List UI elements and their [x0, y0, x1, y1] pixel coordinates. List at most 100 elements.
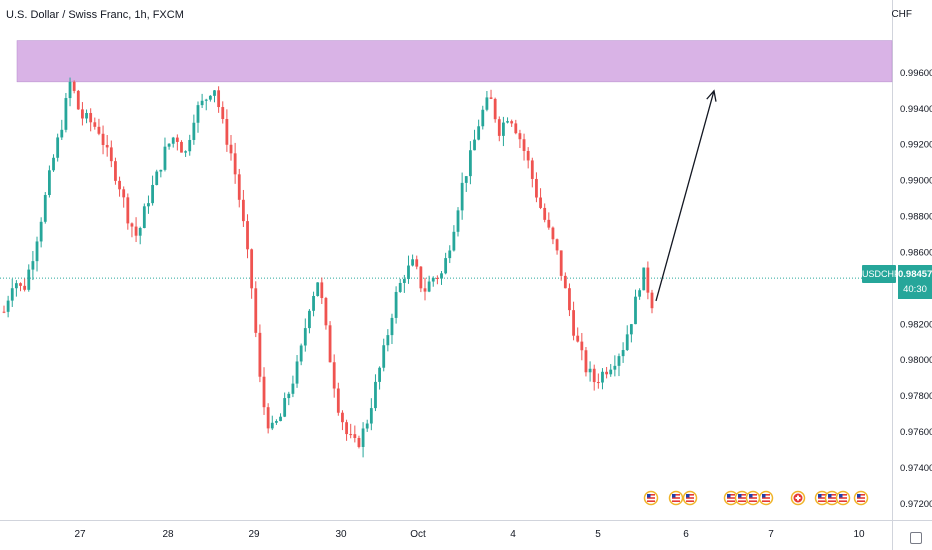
- candle-body: [27, 269, 31, 290]
- x-tick-label: 10: [853, 529, 865, 540]
- candle-body: [72, 81, 76, 91]
- candle-body: [221, 107, 225, 120]
- candle-body: [175, 137, 179, 142]
- symbol-badge: USDCHF: [862, 265, 900, 283]
- candle-body: [35, 241, 39, 262]
- us-flag-stripe: [857, 497, 865, 499]
- candle-body: [192, 122, 196, 140]
- x-tick-label: 30: [335, 529, 347, 540]
- us-flag-stripe: [727, 500, 735, 502]
- candle-body: [101, 133, 105, 145]
- us-flag-stripe: [857, 494, 865, 496]
- candle-body: [250, 249, 254, 289]
- y-tick-label: 0.97200: [900, 499, 932, 510]
- candle-body: [283, 398, 287, 417]
- us-flag-stripe: [727, 494, 735, 496]
- candle-body: [138, 228, 142, 236]
- candle-body: [588, 368, 592, 373]
- y-tick-label: 0.99400: [900, 104, 932, 115]
- candle-body: [109, 147, 113, 162]
- candle-body: [266, 407, 270, 429]
- us-flag-stripe: [749, 497, 757, 499]
- candle-body: [572, 310, 575, 336]
- candle-body: [332, 362, 336, 389]
- last-price-value: 0.98457: [898, 269, 932, 280]
- candle-body: [423, 288, 427, 292]
- us-flag-canton: [749, 494, 753, 498]
- projection-arrowhead: [706, 89, 717, 102]
- us-flag-stripe: [672, 500, 680, 502]
- bar-countdown: 40:30: [903, 284, 927, 295]
- candle-body: [481, 109, 485, 127]
- us-flag-stripe: [839, 497, 847, 499]
- candle-body: [324, 298, 328, 326]
- us-flag-stripe: [749, 494, 757, 496]
- candle-body: [365, 423, 369, 429]
- candle-body: [114, 161, 117, 181]
- candle-body: [407, 265, 410, 280]
- candle-body: [312, 295, 315, 311]
- us-flag-stripe: [762, 494, 770, 496]
- candle-body: [64, 98, 68, 130]
- us-flag-stripe: [686, 500, 694, 502]
- x-tick-label: 28: [162, 529, 174, 540]
- us-flag-stripe: [818, 497, 826, 499]
- us-flag-canton: [828, 494, 832, 498]
- y-tick-label: 0.98600: [900, 247, 932, 258]
- candle-body: [254, 288, 258, 333]
- us-flag-canton: [647, 494, 651, 498]
- candle-body: [225, 119, 229, 145]
- y-tick-label: 0.99000: [900, 176, 932, 187]
- us-flag-stripe: [762, 500, 770, 502]
- candle-body: [167, 143, 171, 147]
- candle-body: [514, 123, 518, 134]
- candle-body: [159, 169, 163, 172]
- ch-flag-cross-v: [797, 495, 799, 501]
- candle-body: [629, 324, 633, 335]
- candle-body: [155, 171, 159, 185]
- y-tick-label: 0.98200: [900, 319, 932, 330]
- candle-body: [621, 350, 625, 357]
- candle-body: [97, 126, 101, 134]
- candle-body: [477, 126, 481, 140]
- us-flag-stripe: [749, 500, 757, 502]
- candle-body: [382, 345, 386, 368]
- candle-body: [592, 368, 596, 383]
- candle-body: [6, 300, 10, 312]
- candle-body: [518, 133, 522, 140]
- candle-body: [188, 139, 192, 152]
- candle-body: [213, 90, 216, 96]
- us-flag-stripe: [672, 497, 680, 499]
- candle-body: [596, 382, 600, 384]
- candle-body: [543, 207, 547, 220]
- candle-body: [613, 365, 617, 370]
- us-flag-canton: [762, 494, 766, 498]
- candle-body: [233, 153, 237, 175]
- candle-body: [295, 361, 299, 384]
- candle-body: [468, 150, 472, 177]
- candle-body: [81, 109, 84, 119]
- candle-body: [568, 288, 571, 311]
- settings-icon[interactable]: [910, 532, 922, 544]
- candle-body: [650, 292, 654, 309]
- candle-body: [547, 219, 551, 228]
- candle-body: [39, 221, 43, 242]
- us-flag-stripe: [818, 494, 826, 496]
- candle-body: [555, 239, 559, 251]
- candle-body: [419, 266, 423, 289]
- x-tick-label: 27: [74, 529, 86, 540]
- candle-body: [89, 113, 93, 123]
- candle-body: [493, 98, 497, 120]
- resistance-zone: [16, 40, 893, 83]
- candle-body: [625, 334, 629, 351]
- candle-body: [609, 369, 613, 375]
- candle-body: [456, 210, 460, 232]
- candle-body: [448, 250, 452, 259]
- us-flag-canton: [727, 494, 731, 498]
- x-tick-label: 29: [248, 529, 260, 540]
- candle-body: [638, 290, 642, 297]
- us-flag-canton: [818, 494, 822, 498]
- candle-body: [431, 277, 435, 282]
- candle-body: [460, 182, 464, 211]
